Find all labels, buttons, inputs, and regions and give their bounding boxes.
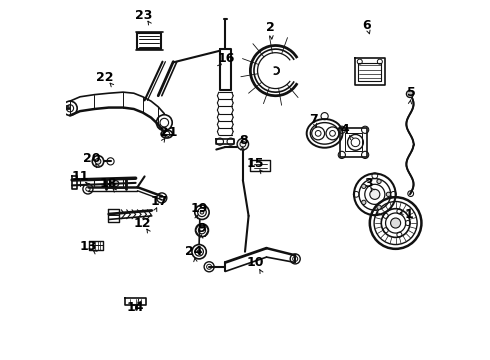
Circle shape xyxy=(95,158,101,164)
Text: 9: 9 xyxy=(197,222,206,235)
Text: 23: 23 xyxy=(135,9,152,22)
Circle shape xyxy=(362,184,366,189)
Text: 1: 1 xyxy=(405,208,414,221)
Text: 15: 15 xyxy=(246,157,264,170)
Text: 12: 12 xyxy=(134,216,151,230)
Circle shape xyxy=(362,200,366,204)
Text: 16: 16 xyxy=(218,51,235,64)
Circle shape xyxy=(377,205,381,210)
Circle shape xyxy=(391,218,401,228)
Text: 8: 8 xyxy=(239,134,248,147)
Text: 20: 20 xyxy=(83,152,100,165)
Text: 22: 22 xyxy=(97,71,114,84)
Text: 11: 11 xyxy=(72,170,90,183)
Circle shape xyxy=(377,179,381,184)
Circle shape xyxy=(197,250,201,253)
Text: 2: 2 xyxy=(267,21,275,34)
Circle shape xyxy=(237,138,248,150)
Text: 7: 7 xyxy=(309,113,318,126)
Circle shape xyxy=(200,211,204,214)
Text: 5: 5 xyxy=(407,86,416,99)
Text: 19: 19 xyxy=(191,202,208,215)
Text: 14: 14 xyxy=(126,301,144,314)
Text: 21: 21 xyxy=(160,126,178,139)
Text: 4: 4 xyxy=(341,123,349,136)
Text: 10: 10 xyxy=(247,256,265,269)
Text: 6: 6 xyxy=(363,19,371,32)
Text: 24: 24 xyxy=(185,245,203,258)
Circle shape xyxy=(370,189,380,199)
Circle shape xyxy=(406,90,414,98)
Circle shape xyxy=(386,192,391,197)
Text: 18: 18 xyxy=(99,177,117,190)
Text: 3: 3 xyxy=(364,177,372,190)
Text: 17: 17 xyxy=(151,195,169,208)
Text: 13: 13 xyxy=(79,240,97,253)
